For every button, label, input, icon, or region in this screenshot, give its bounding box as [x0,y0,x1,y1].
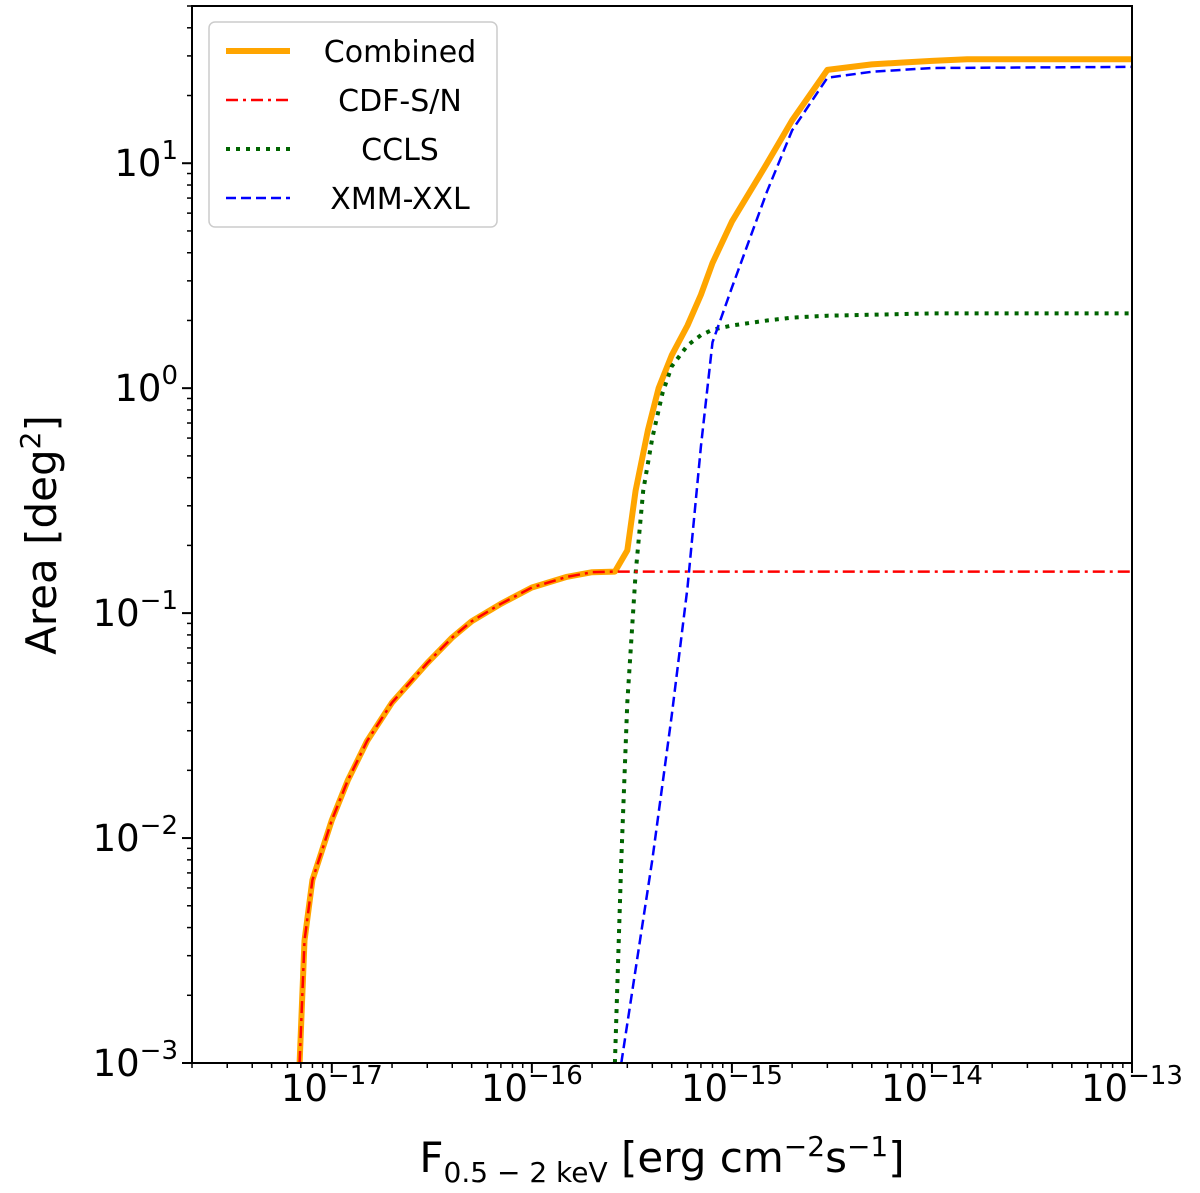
y-tick-label: 10−2 [93,811,178,860]
y-tick-label: 101 [114,136,178,185]
x-tick-label: 10−15 [681,1061,783,1110]
x-tick-label: 10−16 [481,1061,583,1110]
legend-label-xmm-xxl: XMM-XXL [330,182,470,217]
y-axis-label: Area [deg2] [14,415,66,655]
y-tick-label: 100 [114,361,178,410]
plot-frame [191,5,1133,1064]
x-axis-label: F0.5 − 2 keV [erg cm−2s−1] [419,1130,904,1189]
legend: Combined CDF-S/N CCLS XMM-XXL [208,21,498,228]
x-tick-label: 10−14 [881,1061,983,1110]
series-line-xmm-xxl [620,65,1132,1063]
y-tick-label: 10−3 [93,1036,178,1085]
series-layer [296,56,1132,1063]
ticks-layer: 10−17 10−16 10−15 10−14 10−13 10−3 10−2 10−1 100… [93,5,1183,1110]
series-line-ccls [612,311,1132,1063]
y-tick-label: 10−1 [93,586,178,635]
legend-label-cdf-s-n: CDF-S/N [338,84,462,119]
x-tick-label: 10−13 [1081,1061,1183,1110]
legend-box [208,21,498,228]
series-line-cdf-s-n [298,570,1132,1063]
x-tick-label: 10−17 [281,1061,383,1110]
legend-label-ccls: CCLS [361,133,439,168]
legend-label-combined: Combined [324,35,476,70]
